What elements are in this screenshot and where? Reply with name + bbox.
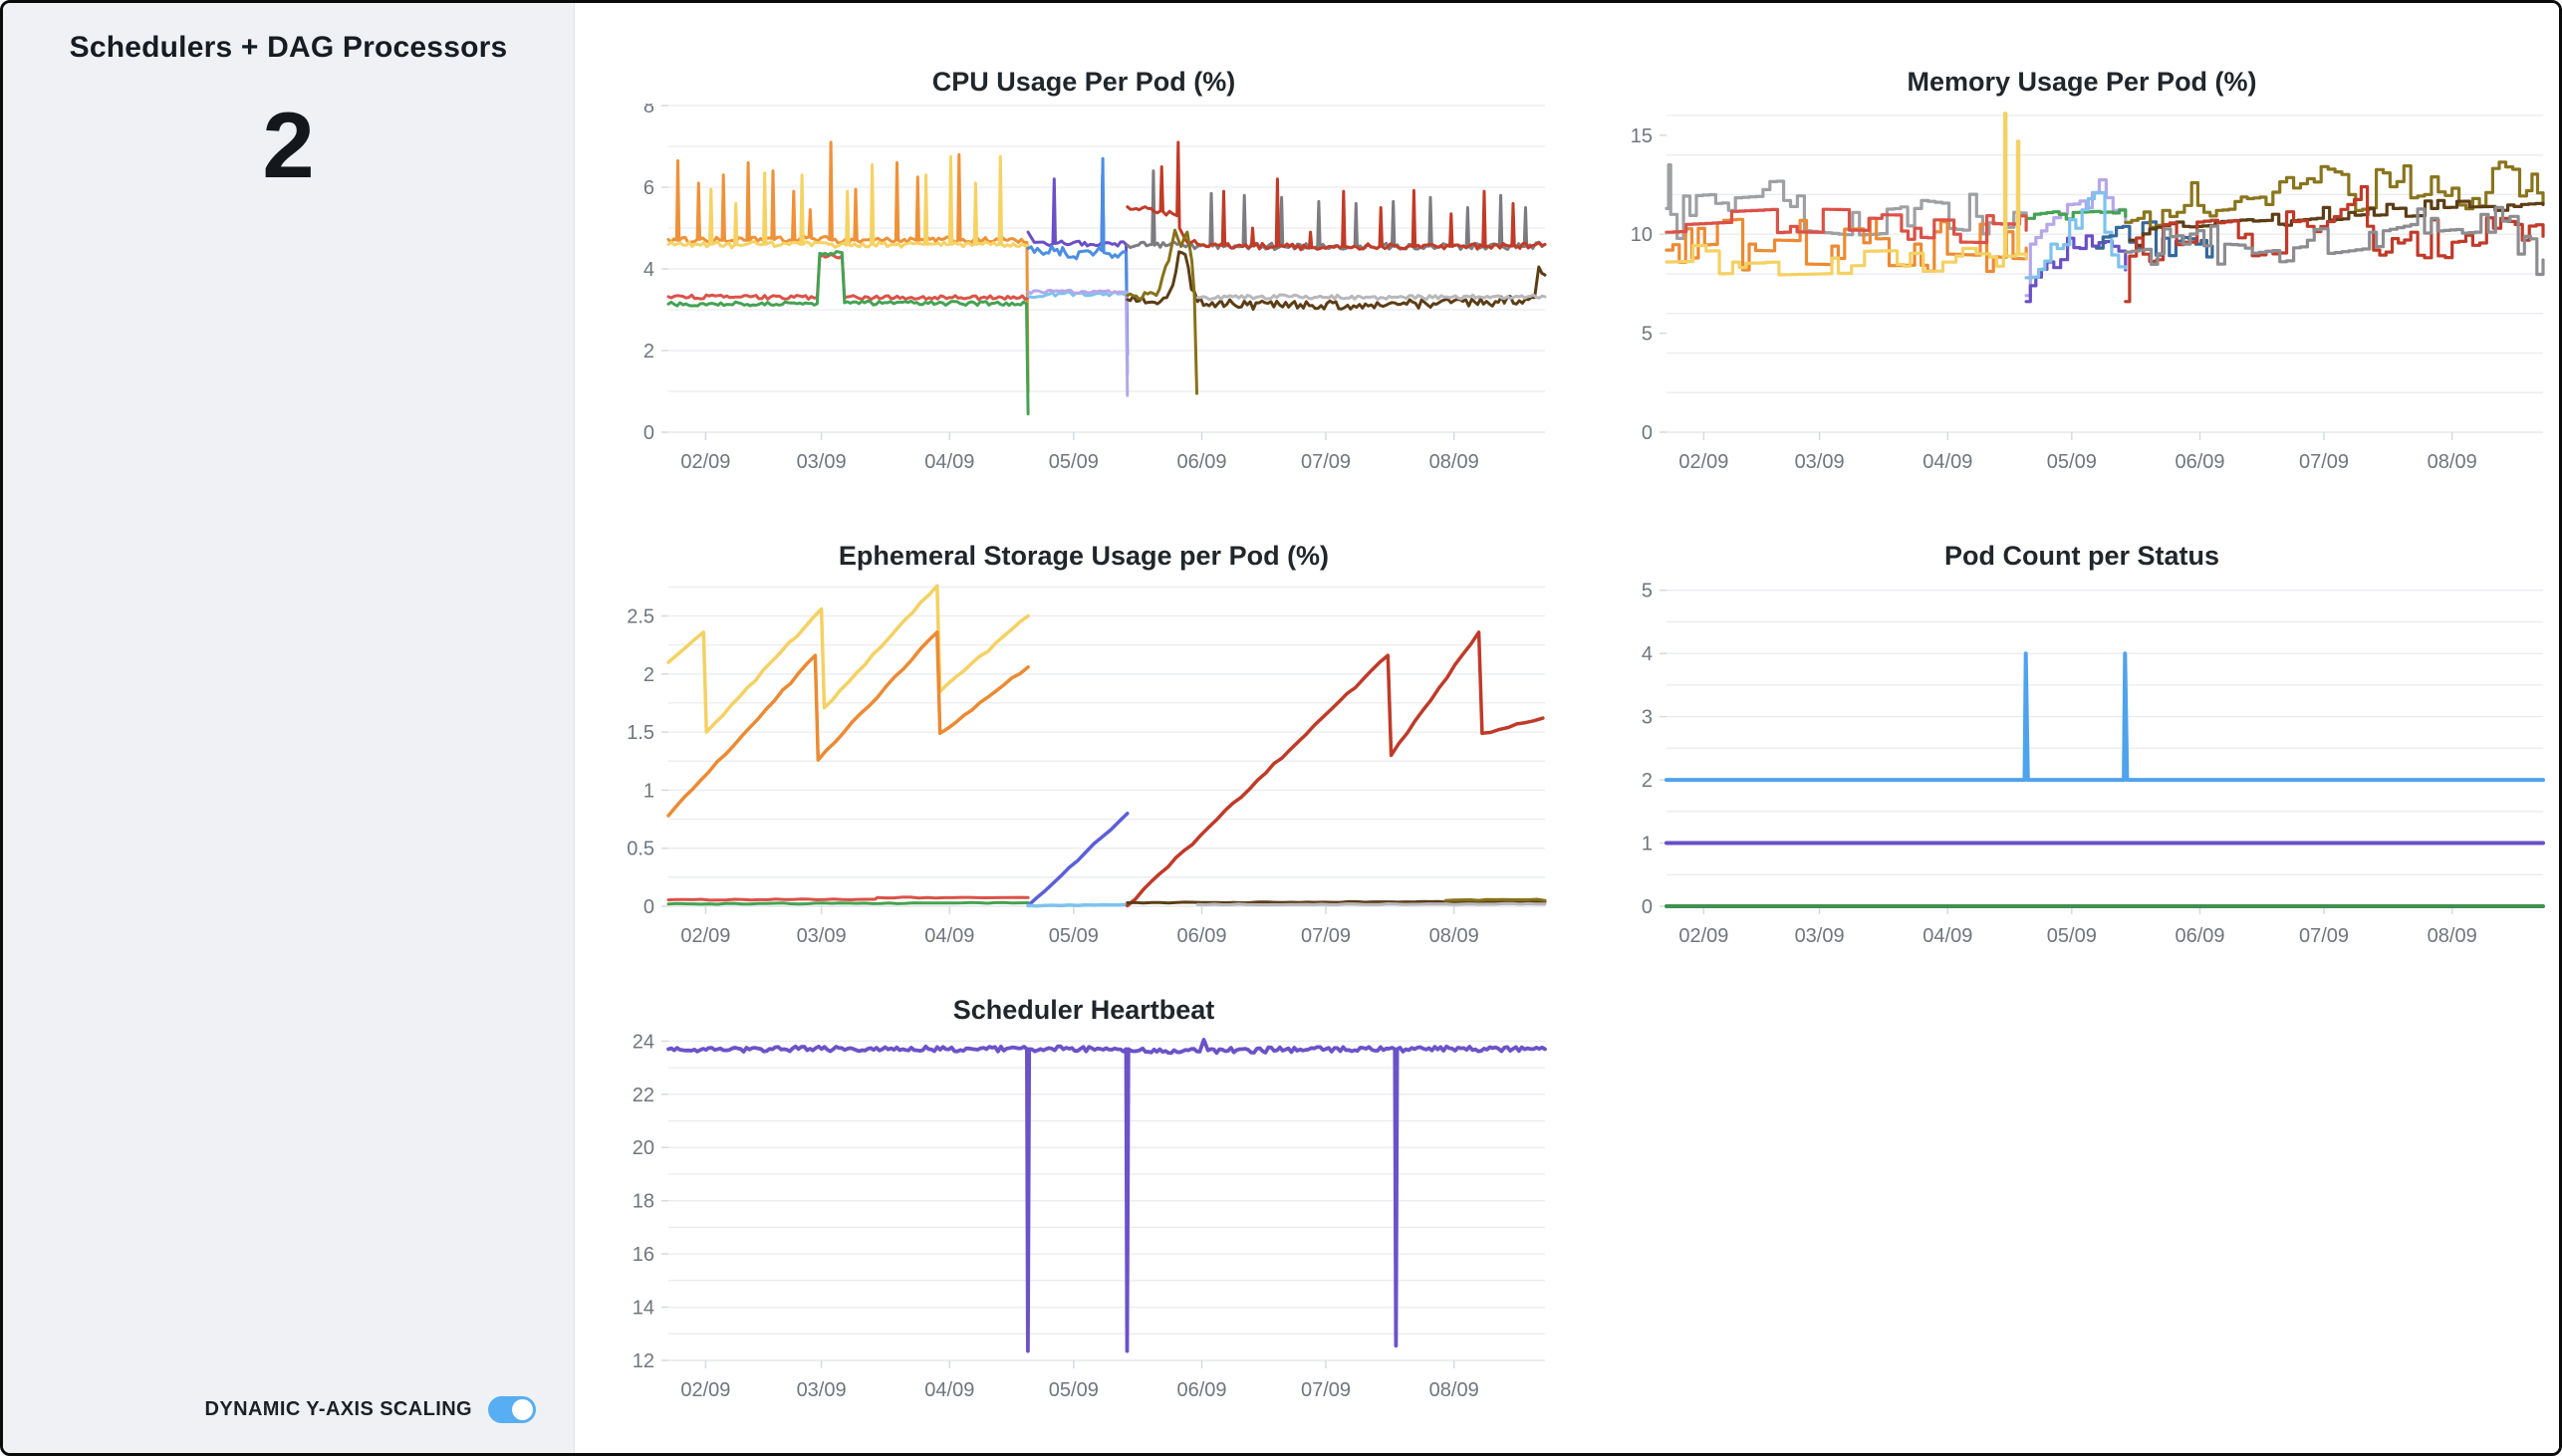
svg-text:07/09: 07/09 <box>2299 925 2349 947</box>
svg-text:02/09: 02/09 <box>680 925 730 947</box>
chart-cpu-usage: CPU Usage Per Pod (%) 0 2 4 6 8 02/09 03/09 04/… <box>611 67 1557 502</box>
svg-text:02/09: 02/09 <box>680 451 730 473</box>
svg-text:08/09: 08/09 <box>1429 1379 1479 1401</box>
svg-text:1: 1 <box>643 780 654 802</box>
scheduler-heartbeat-plot[interactable]: 12 14 16 18 20 22 24 02/09 03/09 04/09 05/09 06/09 0… <box>611 1032 1557 1430</box>
svg-text:04/09: 04/09 <box>924 1379 974 1401</box>
chart-title: Ephemeral Storage Usage per Pod (%) <box>838 541 1330 571</box>
pod-count-plot[interactable]: 0 1 2 3 4 5 02/09 03/09 04/09 05/09 06/09 07/09 08/0… <box>1609 578 2555 976</box>
svg-text:04/09: 04/09 <box>1922 925 1972 947</box>
svg-text:0: 0 <box>643 896 654 918</box>
svg-text:8: 8 <box>643 104 654 118</box>
svg-text:24: 24 <box>633 1032 654 1053</box>
page-title: Schedulers + DAG Processors <box>69 31 508 64</box>
svg-text:4: 4 <box>1642 643 1653 665</box>
sidebar: Schedulers + DAG Processors 2 DYNAMIC Y-… <box>3 3 575 1453</box>
svg-text:08/09: 08/09 <box>1429 925 1479 947</box>
svg-text:06/09: 06/09 <box>1176 1379 1226 1401</box>
chart-title: CPU Usage Per Pod (%) <box>931 67 1236 97</box>
svg-text:05/09: 05/09 <box>2047 925 2097 947</box>
chart-title: Scheduler Heartbeat <box>952 995 1215 1025</box>
svg-text:07/09: 07/09 <box>1301 1379 1351 1401</box>
svg-text:04/09: 04/09 <box>1922 451 1972 473</box>
dynamic-y-axis-toggle-row: DYNAMIC Y-AXIS SCALING <box>205 1396 536 1423</box>
svg-text:04/09: 04/09 <box>924 925 974 947</box>
chart-memory-usage: Memory Usage Per Pod (%) 0 5 10 15 02/09 03/0… <box>1609 67 2555 502</box>
svg-text:1.5: 1.5 <box>627 722 654 744</box>
svg-text:2: 2 <box>643 341 654 363</box>
svg-text:06/09: 06/09 <box>1176 925 1226 947</box>
memory-usage-plot[interactable]: 0 5 10 15 02/09 03/09 04/09 05/09 06/09 07/09 08/0… <box>1609 104 2555 502</box>
svg-text:06/09: 06/09 <box>1176 451 1226 473</box>
svg-text:0.5: 0.5 <box>627 839 654 860</box>
chart-pod-count: Pod Count per Status 0 1 2 3 4 5 02/09 03/09 04/… <box>1609 541 2555 976</box>
charts-area: CPU Usage Per Pod (%) 0 2 4 6 8 02/09 03/09 04/… <box>575 3 2559 1453</box>
svg-text:5: 5 <box>1642 324 1653 346</box>
dynamic-y-axis-toggle[interactable] <box>488 1396 536 1423</box>
svg-text:06/09: 06/09 <box>2175 925 2224 947</box>
svg-text:2: 2 <box>643 664 654 686</box>
svg-text:03/09: 03/09 <box>797 1379 847 1401</box>
svg-text:05/09: 05/09 <box>1049 1379 1099 1401</box>
chart-title: Memory Usage Per Pod (%) <box>1907 67 2257 97</box>
svg-text:2: 2 <box>1642 770 1653 792</box>
svg-text:05/09: 05/09 <box>1049 451 1099 473</box>
svg-text:18: 18 <box>633 1191 654 1213</box>
svg-text:2.5: 2.5 <box>627 607 654 628</box>
svg-text:03/09: 03/09 <box>1795 451 1845 473</box>
svg-text:0: 0 <box>1642 896 1653 918</box>
scheduler-count-value: 2 <box>262 93 315 197</box>
chart-scheduler-heartbeat: Scheduler Heartbeat 12 14 16 18 20 22 24 02/09 0… <box>611 995 1557 1430</box>
dynamic-y-axis-toggle-label: DYNAMIC Y-AXIS SCALING <box>204 1398 472 1420</box>
svg-text:6: 6 <box>643 177 654 199</box>
ephemeral-storage-plot[interactable]: 0 0.5 1 1.5 2 2.5 02/09 03/09 04/09 05/09 06/09 07/… <box>611 578 1557 976</box>
svg-text:10: 10 <box>1631 224 1653 246</box>
cpu-usage-plot[interactable]: 0 2 4 6 8 02/09 03/09 04/09 05/09 06/09 07/09 08/09 <box>611 104 1557 502</box>
svg-text:16: 16 <box>633 1244 654 1266</box>
svg-text:08/09: 08/09 <box>2428 925 2477 947</box>
svg-text:03/09: 03/09 <box>797 925 847 947</box>
svg-text:05/09: 05/09 <box>1049 925 1099 947</box>
svg-text:07/09: 07/09 <box>2299 451 2349 473</box>
svg-text:3: 3 <box>1642 707 1653 729</box>
svg-text:08/09: 08/09 <box>2428 451 2477 473</box>
svg-text:07/09: 07/09 <box>1301 451 1351 473</box>
svg-text:04/09: 04/09 <box>924 451 974 473</box>
svg-text:14: 14 <box>633 1298 654 1320</box>
svg-text:07/09: 07/09 <box>1301 925 1351 947</box>
svg-text:1: 1 <box>1642 834 1653 855</box>
svg-text:5: 5 <box>1642 581 1653 603</box>
svg-text:03/09: 03/09 <box>1795 925 1845 947</box>
svg-text:06/09: 06/09 <box>2175 451 2224 473</box>
chart-title: Pod Count per Status <box>1944 541 2219 571</box>
svg-text:12: 12 <box>633 1350 654 1372</box>
svg-text:0: 0 <box>643 422 654 444</box>
chart-ephemeral-storage: Ephemeral Storage Usage per Pod (%) 0 0.5… <box>611 541 1557 976</box>
svg-text:05/09: 05/09 <box>2047 451 2097 473</box>
toggle-knob-icon <box>512 1399 533 1420</box>
svg-text:15: 15 <box>1631 125 1653 147</box>
svg-text:0: 0 <box>1642 422 1653 444</box>
svg-text:20: 20 <box>633 1137 654 1159</box>
svg-text:4: 4 <box>643 259 654 281</box>
svg-text:02/09: 02/09 <box>680 1379 730 1401</box>
svg-text:02/09: 02/09 <box>1678 925 1728 947</box>
svg-text:22: 22 <box>633 1085 654 1106</box>
svg-text:08/09: 08/09 <box>1429 451 1479 473</box>
svg-text:02/09: 02/09 <box>1678 451 1728 473</box>
svg-text:03/09: 03/09 <box>797 451 847 473</box>
